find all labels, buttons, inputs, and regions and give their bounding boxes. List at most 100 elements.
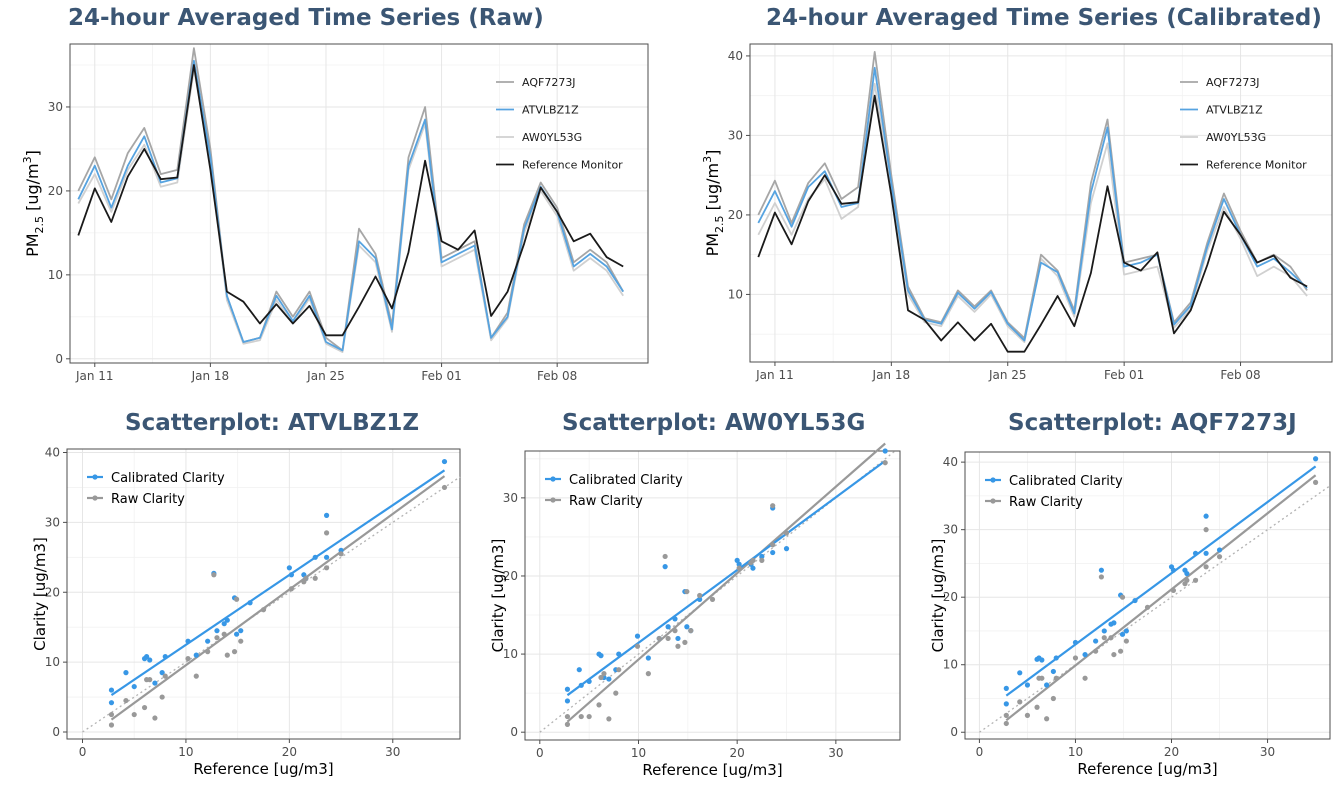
y-tick-label: 0 <box>52 725 60 739</box>
plot-background <box>70 44 648 363</box>
data-point-calibrated-clarity <box>564 698 571 704</box>
plot-background <box>67 449 460 739</box>
data-point-raw-clarity <box>147 677 153 683</box>
x-tick-label: 10 <box>631 746 646 760</box>
chart-timeseries-calibrated: 24-hour Averaged Time Series (Calibrated… <box>670 0 1338 390</box>
data-point-raw-clarity <box>323 565 330 571</box>
plot-frame <box>964 451 1331 740</box>
chart-title: Scatterplot: AQF7273J <box>1008 410 1297 436</box>
legend-label: AW0YL53G <box>522 131 582 144</box>
plot-frame <box>749 43 1333 363</box>
x-tick-label: Jan 18 <box>872 368 911 382</box>
data-point-calibrated-clarity <box>662 564 668 570</box>
data-point-raw-clarity <box>1072 655 1079 661</box>
legend-label: Calibrated Clarity <box>111 471 225 486</box>
x-tick-label: Feb 08 <box>1220 368 1260 382</box>
data-point-raw-clarity <box>613 690 619 696</box>
chart-title: Scatterplot: AW0YL53G <box>562 410 866 436</box>
data-point-raw-clarity <box>1003 712 1009 718</box>
data-point-calibrated-clarity <box>221 621 227 627</box>
legend-label: Raw Clarity <box>569 494 643 509</box>
chart-svg: Jan 11 Jan 18 Jan 25 Feb 01 Feb 08 10 20 30 40 PM… <box>701 43 1333 382</box>
y-axis-label-unit: [ug/m <box>23 163 42 216</box>
data-point-calibrated-clarity <box>1098 567 1104 573</box>
data-point-calibrated-clarity <box>323 512 330 518</box>
data-point-raw-clarity <box>586 713 592 720</box>
data-point-raw-clarity <box>260 607 267 613</box>
data-point-calibrated-clarity <box>1184 570 1190 577</box>
data-point-calibrated-clarity <box>159 670 165 676</box>
y-tick-label: 20 <box>48 184 63 198</box>
data-point-raw-clarity <box>665 635 671 642</box>
identity-line <box>979 485 1331 733</box>
data-point-calibrated-clarity <box>616 651 622 657</box>
data-point-calibrated-clarity <box>286 565 292 571</box>
data-point-calibrated-clarity <box>1003 701 1009 707</box>
data-point-raw-clarity <box>783 530 790 536</box>
data-point-calibrated-clarity <box>441 458 448 465</box>
data-point-raw-clarity <box>1203 527 1209 533</box>
data-point-calibrated-clarity <box>1192 550 1199 556</box>
x-tick-label: 30 <box>1260 745 1275 759</box>
data-point-calibrated-clarity <box>323 554 330 560</box>
chart-scatter-aqf7273j: Scatterplot: AQF7273J 0 10 20 30 0 10 20 30 40 Re… <box>910 398 1338 786</box>
data-point-calibrated-clarity <box>598 653 604 659</box>
data-point-calibrated-clarity <box>1093 638 1099 644</box>
data-point-calibrated-clarity <box>759 553 765 560</box>
data-point-raw-clarity <box>598 674 604 681</box>
data-point-raw-clarity <box>634 643 641 649</box>
y-tick-label: 0 <box>950 725 958 739</box>
data-point-calibrated-clarity <box>162 653 168 660</box>
data-point-calibrated-clarity <box>185 638 191 644</box>
chart-scatter-atvlbz1z: Scatterplot: ATVLBZ1Z 0 10 20 30 0 10 20 30 40 Re… <box>0 398 470 786</box>
y-tick-label: 20 <box>728 208 743 222</box>
data-point-raw-clarity <box>108 722 115 728</box>
data-point-calibrated-clarity <box>1039 657 1045 663</box>
x-axis-label: Reference [ug/m3] <box>1077 760 1217 778</box>
y-axis-label: PM2.5 [ug/m3] <box>21 150 46 257</box>
data-point-raw-clarity <box>205 649 211 655</box>
chart-title: 24-hour Averaged Time Series (Calibrated… <box>766 5 1322 31</box>
series-line-reference-monitor <box>757 94 1308 353</box>
data-point-raw-clarity <box>1144 604 1151 610</box>
y-tick-label: 0 <box>55 352 63 366</box>
data-point-raw-clarity <box>564 713 571 720</box>
data-point-raw-clarity <box>684 588 690 595</box>
y-tick-label: 10 <box>48 268 63 282</box>
data-point-raw-clarity <box>1123 638 1129 644</box>
data-point-calibrated-clarity <box>1203 513 1209 519</box>
legend-swatch-dot <box>550 497 556 503</box>
data-point-raw-clarity <box>1119 594 1126 600</box>
data-point-calibrated-clarity <box>131 683 137 690</box>
data-point-calibrated-clarity <box>783 546 790 552</box>
data-point-raw-clarity <box>882 460 888 466</box>
legend-label: AW0YL53G <box>1206 131 1266 144</box>
x-tick-label: 0 <box>536 746 544 760</box>
data-point-raw-clarity <box>141 704 148 711</box>
data-point-calibrated-clarity <box>770 549 776 556</box>
data-point-raw-clarity <box>1170 587 1177 594</box>
x-tick-label: 0 <box>79 745 87 759</box>
y-axis-label-main: PM <box>23 233 42 256</box>
y-tick-label: 20 <box>45 585 60 599</box>
y-axis-label-main: PM <box>703 233 722 256</box>
y-axis-label-sub: 2.5 <box>713 215 726 233</box>
data-point-calibrated-clarity <box>214 628 220 634</box>
y-tick-label: 30 <box>45 515 60 529</box>
data-point-calibrated-clarity <box>1101 628 1107 634</box>
data-point-raw-clarity <box>338 551 344 557</box>
data-point-calibrated-clarity <box>1050 668 1056 675</box>
data-point-calibrated-clarity <box>1203 550 1209 556</box>
x-tick-label: Jan 25 <box>306 369 345 383</box>
x-tick-label: Feb 08 <box>537 369 577 383</box>
legend-swatch-dot <box>550 476 556 482</box>
data-point-calibrated-clarity <box>152 680 158 686</box>
data-point-raw-clarity <box>601 671 607 677</box>
chart-svg: 0 10 20 30 0 10 20 30 Reference [ug/m3] Clarity [… <box>489 442 901 779</box>
data-point-calibrated-clarity <box>882 448 888 454</box>
legend-swatch-dot <box>990 477 996 483</box>
data-point-calibrated-clarity <box>697 596 703 603</box>
y-tick-label: 30 <box>728 128 743 142</box>
legend-label: Reference Monitor <box>522 159 623 172</box>
data-point-raw-clarity <box>1044 716 1050 722</box>
